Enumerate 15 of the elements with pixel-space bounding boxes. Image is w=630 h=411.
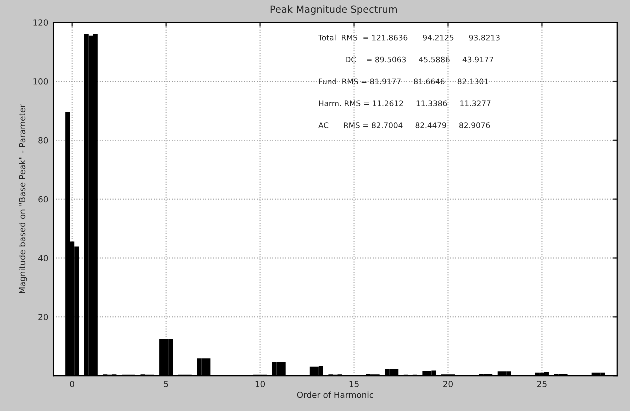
y-axis-title: Magnitude based on "Base Peak" - Parameter <box>19 104 28 294</box>
x-axis-title: Order of Harmonic <box>297 392 374 398</box>
y-tick-label: 120 <box>34 20 48 26</box>
y-tick-label: 80 <box>38 137 48 144</box>
x-tick-label: 5 <box>164 381 168 388</box>
y-tick-label: 100 <box>34 78 48 85</box>
x-tick-label: 10 <box>256 381 266 388</box>
x-tick-label: 0 <box>70 381 74 388</box>
y-tick-label: 60 <box>38 196 48 203</box>
y-tick-label: 40 <box>38 255 48 262</box>
x-tick-label: 20 <box>444 381 453 388</box>
x-tick-label: 15 <box>350 381 359 388</box>
x-tick-label: 25 <box>538 381 547 388</box>
y-tick-label: 20 <box>38 314 48 320</box>
chart-title: Peak Magnitude Spectrum <box>270 6 398 15</box>
